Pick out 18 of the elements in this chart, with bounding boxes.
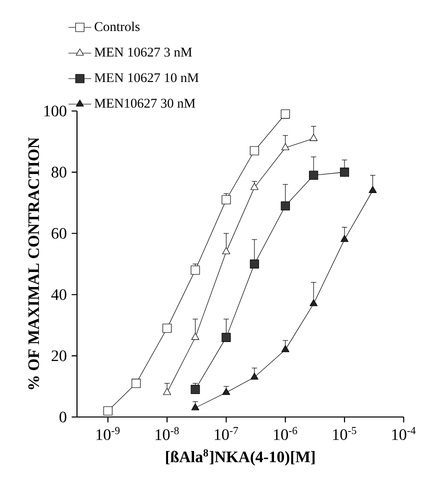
y-axis-title: % OF MAXIMAL CONTRACTION [28, 137, 40, 390]
legend-label: MEN10627 30 nM [94, 98, 196, 108]
y-tick-label: 60 [52, 228, 66, 239]
x-tick-label: 10$^{-4}$ [392, 427, 416, 440]
x-tick-label: 10$^{-8}$ [156, 427, 179, 440]
x-tick-label: 10$^{-5}$ [333, 427, 356, 440]
y-tick-label: 100 [44, 106, 66, 116]
legend-label: MEN 10627 10 nM [94, 73, 199, 82]
legend-label: Controls [94, 22, 140, 32]
x-tick-label: 10$^{-9}$ [96, 427, 120, 440]
y-tick-label: 0 [60, 412, 66, 422]
legend-label: MEN 10627 3 nM [94, 48, 192, 57]
y-tick-label: 80 [52, 166, 66, 178]
x-tick-label: 10$^{-6}$ [274, 427, 298, 440]
y-tick-label: 40 [51, 289, 66, 300]
x-axis-title: [ßAla$^{8}$]NKA(4-10)[M] [166, 449, 315, 466]
x-tick-label: 10$^{-7}$ [214, 427, 238, 440]
y-tick-label: 20 [52, 350, 66, 362]
